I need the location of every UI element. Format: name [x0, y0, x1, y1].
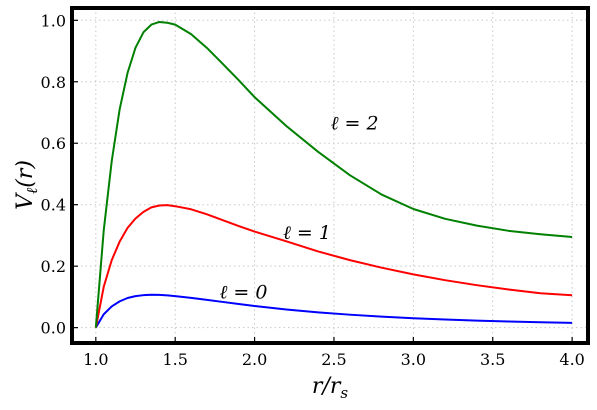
series-line-l0 — [94, 293, 573, 329]
x-tick-label: 2.0 — [242, 350, 267, 369]
x-tick-label: 3.0 — [401, 350, 426, 369]
y-axis-label: Vℓ(r) — [13, 160, 41, 210]
y-tick-label: 0.8 — [41, 73, 66, 92]
y-tick-label: 0.0 — [41, 319, 66, 338]
y-tick-label: 0.6 — [41, 134, 66, 153]
svg-text:r/rs: r/rs — [312, 374, 348, 402]
y-tick-label: 1.0 — [41, 11, 66, 30]
x-tick-label: 1.5 — [162, 350, 187, 369]
x-tick-label: 4.0 — [559, 350, 584, 369]
series-label-1: ℓ = 1 — [283, 222, 331, 244]
svg-text:Vℓ(r): Vℓ(r) — [13, 160, 41, 210]
series-line-l2 — [94, 20, 573, 328]
series-label-0: ℓ = 2 — [331, 112, 379, 134]
x-tick-label: 3.5 — [480, 350, 505, 369]
y-tick-label: 0.2 — [41, 257, 66, 276]
x-tick-label: 1.0 — [83, 350, 108, 369]
x-tick-label: 2.5 — [321, 350, 346, 369]
y-tick-label: 0.4 — [41, 196, 66, 215]
series-line-l1 — [94, 204, 573, 328]
x-axis-label: r/rs — [312, 374, 348, 402]
grid — [72, 8, 588, 343]
ticks: 1.0 1.5 2.0 2.5 3.0 3.5 4.0 0.0 0.2 0.4 0.6 0.8 1.0 — [41, 11, 585, 369]
plot-frame — [70, 6, 590, 345]
series-label-2: ℓ = 0 — [219, 281, 267, 303]
annotations: ℓ = 2 ℓ = 1 ℓ = 0 — [219, 112, 378, 303]
series-group — [94, 20, 573, 329]
